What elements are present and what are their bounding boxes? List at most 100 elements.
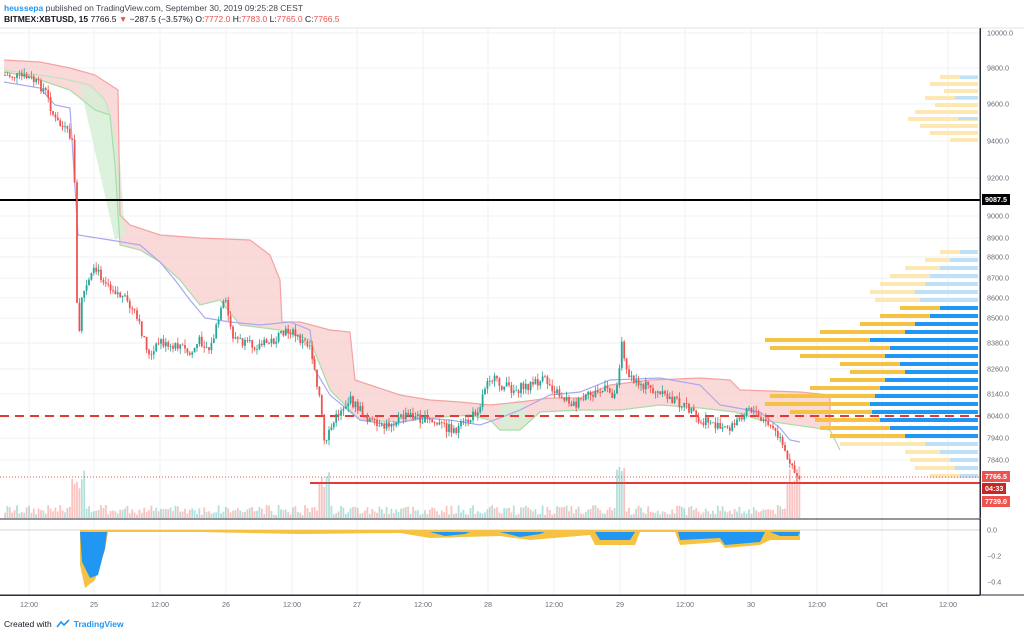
volume-bar bbox=[157, 511, 160, 518]
volume-bar bbox=[380, 509, 383, 518]
candle-body bbox=[431, 419, 434, 423]
candle-body bbox=[484, 388, 486, 395]
volume-bar bbox=[620, 471, 623, 518]
candle-body bbox=[49, 97, 52, 112]
volume-bar bbox=[179, 511, 182, 518]
volume-bar bbox=[92, 511, 95, 518]
candle-body bbox=[613, 393, 616, 398]
volume-bar bbox=[361, 512, 364, 518]
symbol-name[interactable]: BITMEX:XBTUSD, 15 bbox=[4, 14, 89, 24]
volume-bar bbox=[664, 512, 666, 518]
candle-body bbox=[203, 346, 206, 348]
candle-body bbox=[436, 423, 438, 425]
publish-info: published on TradingView.com, September … bbox=[45, 3, 303, 13]
candle-body bbox=[366, 416, 369, 422]
candle-body bbox=[443, 422, 446, 424]
candle-body bbox=[150, 354, 153, 356]
candle-body bbox=[428, 418, 431, 420]
volume-bar bbox=[680, 506, 683, 518]
indicator-axis[interactable]: 0.0 −0.2 −0.4 bbox=[980, 519, 1024, 595]
volume-bar bbox=[452, 513, 455, 518]
author-name[interactable]: heussepa bbox=[4, 3, 44, 13]
volume-bar bbox=[450, 505, 453, 518]
volume-bar bbox=[16, 505, 18, 518]
volume-bar bbox=[644, 513, 647, 518]
tradingview-brand[interactable]: TradingView bbox=[73, 619, 124, 629]
candle-body bbox=[796, 472, 798, 477]
candle-body bbox=[522, 383, 525, 390]
volume-bar bbox=[124, 508, 126, 518]
candle-body bbox=[479, 407, 482, 413]
candle-body bbox=[323, 414, 326, 441]
volume-bar bbox=[222, 511, 225, 518]
volume-bar bbox=[757, 512, 760, 518]
indicator-tick: 0.0 bbox=[987, 525, 997, 535]
candle-body bbox=[424, 415, 426, 423]
volume-bar bbox=[728, 510, 731, 518]
candle-body bbox=[676, 396, 678, 399]
volume-bar bbox=[229, 512, 232, 518]
volume-bar bbox=[649, 511, 652, 518]
candle-body bbox=[311, 345, 314, 360]
volume-bar bbox=[66, 508, 69, 518]
volume-bar bbox=[232, 510, 234, 518]
candle-body bbox=[40, 80, 42, 92]
candle-body bbox=[700, 422, 702, 424]
volume-bar bbox=[152, 510, 155, 518]
candle-body bbox=[116, 292, 119, 295]
candle-body bbox=[23, 74, 26, 77]
close-value: 7766.5 bbox=[313, 14, 340, 24]
volume-bar bbox=[491, 505, 494, 518]
volume-bar bbox=[455, 513, 458, 518]
candle-body bbox=[601, 390, 604, 393]
candle-body bbox=[491, 380, 494, 382]
volume-bar bbox=[371, 509, 374, 518]
candle-body bbox=[421, 422, 424, 424]
volume-bar bbox=[426, 514, 429, 518]
candle-body bbox=[119, 292, 122, 297]
volume-bar bbox=[546, 506, 549, 518]
level-badge-high: 9087.5 bbox=[982, 194, 1010, 205]
time-axis[interactable]: 12:00 25 12:00 26 12:00 27 12:00 28 12:0… bbox=[0, 595, 980, 615]
volume-bar bbox=[560, 507, 563, 518]
volume-bar bbox=[637, 505, 640, 518]
volume-bar bbox=[668, 514, 671, 518]
volume-bar bbox=[460, 512, 462, 518]
volume-bar bbox=[433, 508, 436, 518]
ichimoku-cloud bbox=[3, 59, 841, 451]
candle-body bbox=[340, 410, 342, 416]
candle-body bbox=[107, 283, 110, 285]
candle-body bbox=[200, 336, 203, 347]
symbol-legend: BITMEX:XBTUSD, 15 7766.5 ▼ −287.5 (−3.57… bbox=[4, 14, 340, 24]
candle-body bbox=[208, 347, 210, 351]
candle-body bbox=[378, 425, 381, 427]
candle-body bbox=[774, 428, 777, 431]
candle-body bbox=[726, 426, 729, 428]
candle-body bbox=[445, 423, 448, 433]
volume-bar bbox=[292, 507, 294, 518]
candle-body bbox=[162, 339, 165, 347]
candle-body bbox=[268, 342, 270, 344]
candle-body bbox=[364, 415, 366, 417]
candle-body bbox=[30, 76, 33, 78]
price-tick: 8500.0 bbox=[987, 313, 1009, 323]
candle-body bbox=[596, 390, 599, 393]
volume-bar bbox=[484, 512, 486, 518]
volume-bar bbox=[512, 505, 515, 518]
volume-bar bbox=[428, 509, 431, 518]
candle-body bbox=[707, 417, 710, 423]
volume-bar bbox=[532, 511, 534, 518]
candle-body bbox=[544, 376, 546, 378]
volume-bar bbox=[301, 514, 304, 518]
volume-bar bbox=[695, 507, 698, 518]
volume-bar bbox=[68, 506, 71, 518]
volume-bar bbox=[604, 513, 606, 518]
candle-body bbox=[313, 359, 316, 370]
candle-body bbox=[716, 423, 719, 429]
volume-bar bbox=[246, 509, 249, 518]
candle-body bbox=[599, 392, 602, 393]
volume-bar bbox=[143, 507, 146, 518]
volume-bar bbox=[647, 506, 650, 518]
price-axis[interactable]: 10000.0 9800.0 9600.0 9400.0 9200.0 9000… bbox=[980, 28, 1024, 518]
